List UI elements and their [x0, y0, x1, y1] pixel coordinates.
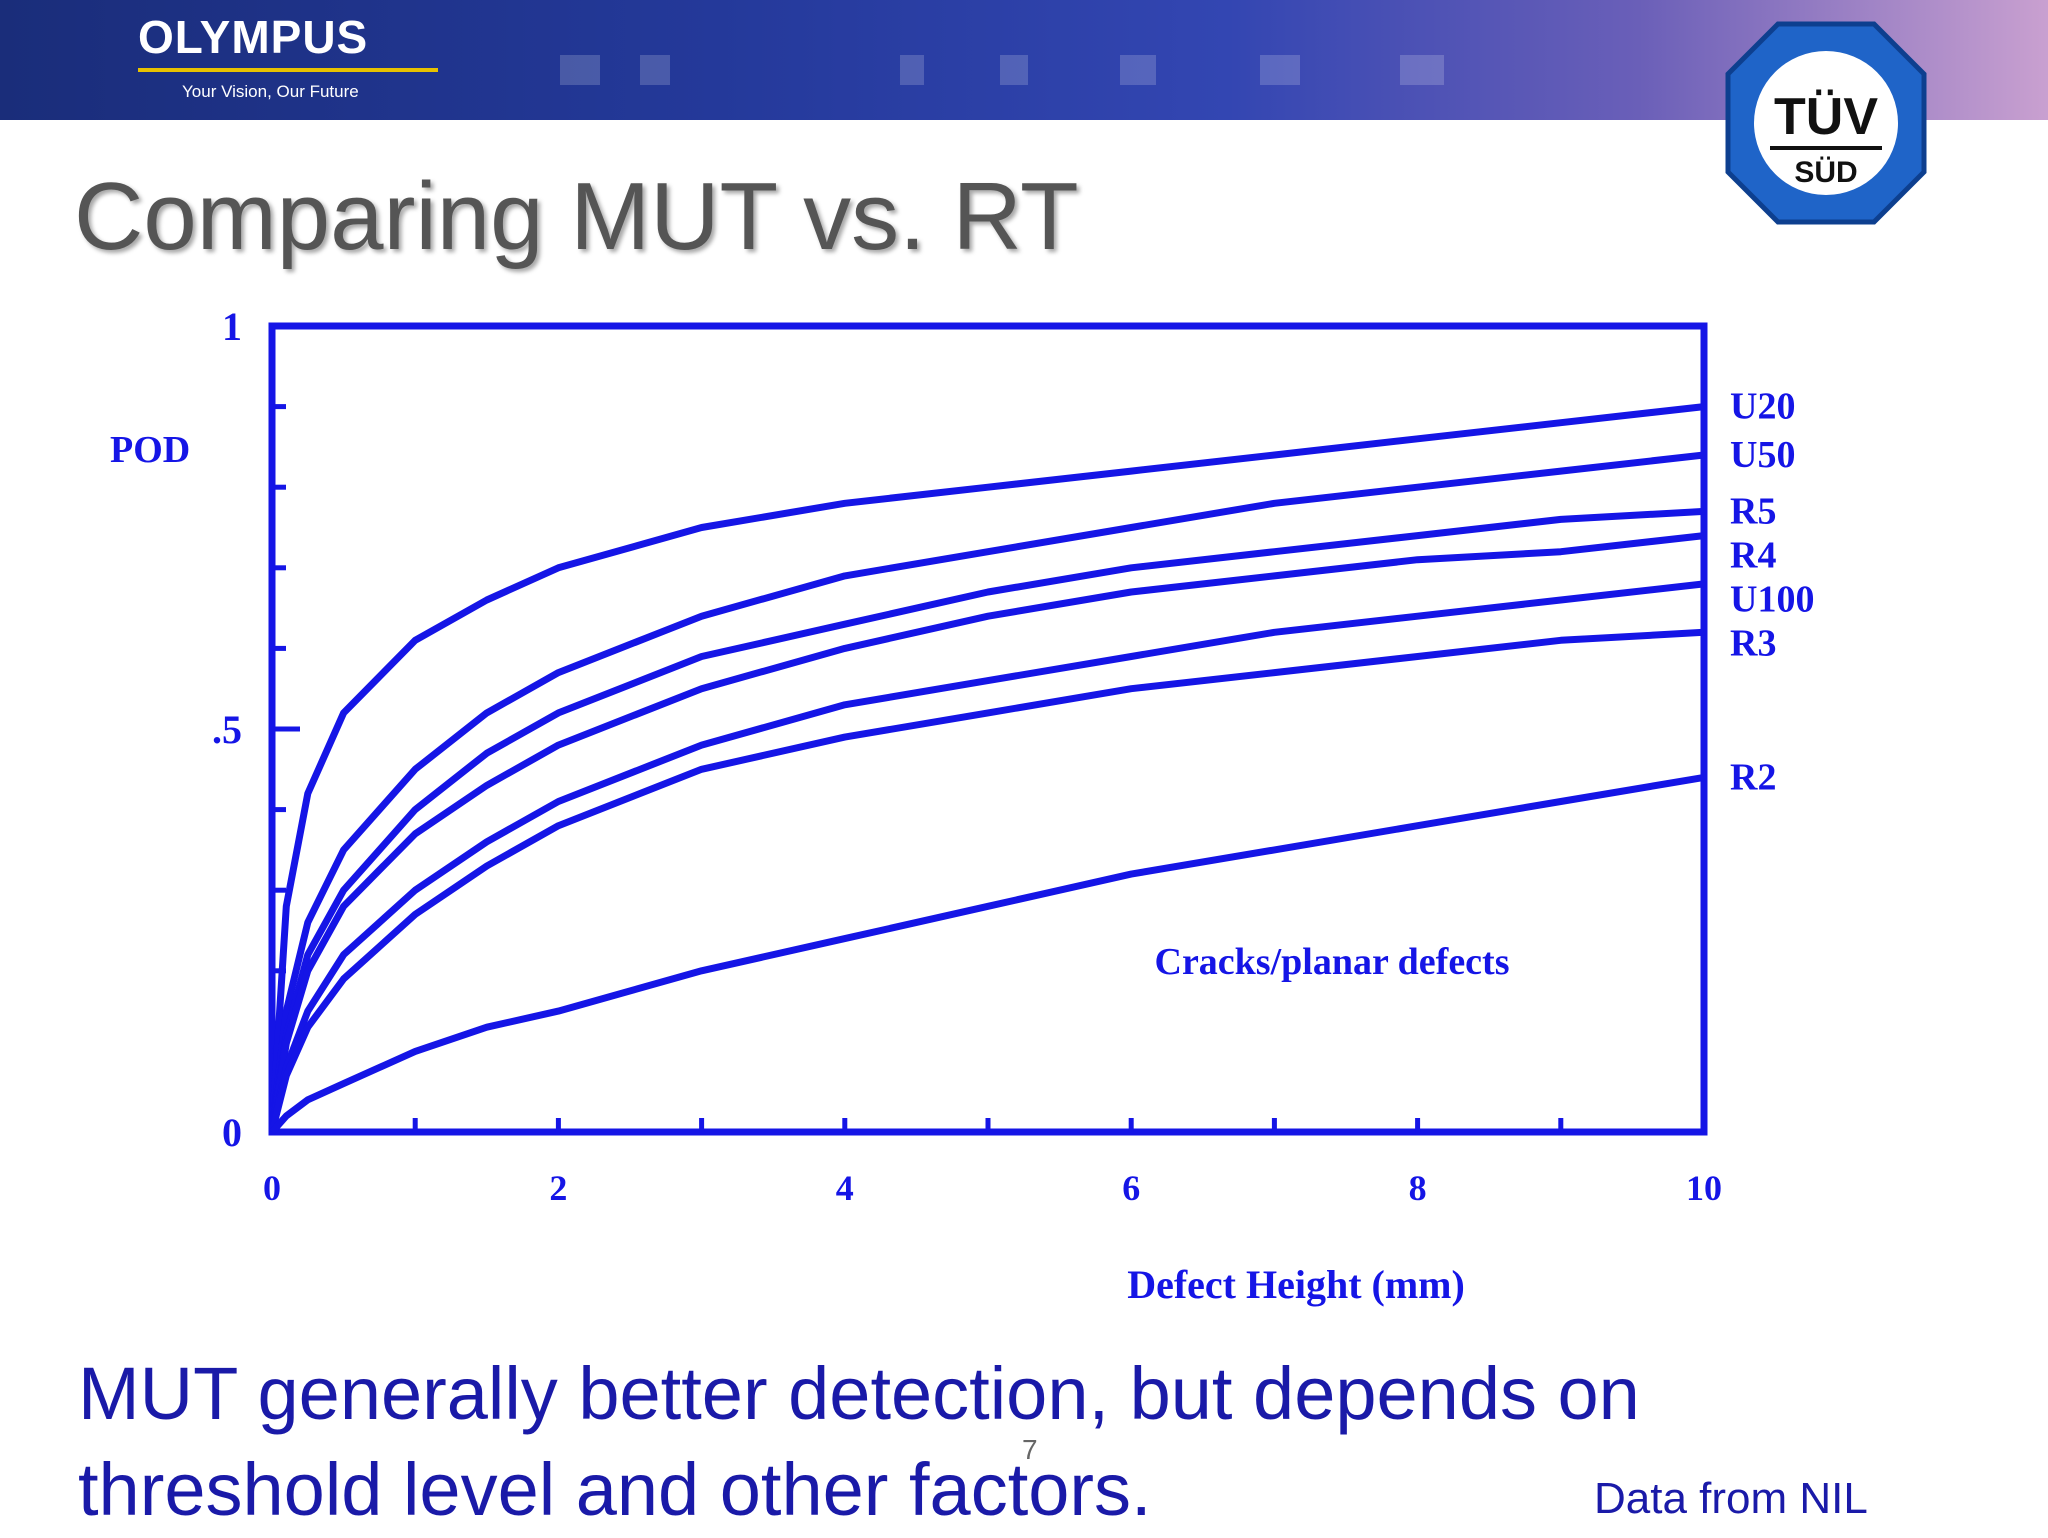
series-line-u50: [268, 451, 1705, 1133]
seal-text-bottom: SÜD: [1794, 156, 1857, 189]
seal-inner-circle: [1754, 51, 1898, 195]
y-tick-label: 1: [222, 304, 242, 349]
slide-title: Comparing MUT vs. RT: [74, 163, 1079, 270]
x-tick-label: 4: [836, 1168, 854, 1208]
x-axis-ticks: 0 2 4 6 8 10: [263, 1118, 1722, 1208]
series-label: R5: [1730, 490, 1776, 532]
x-tick-label: 6: [1122, 1168, 1140, 1208]
tuv-sud-seal: TÜV SÜD: [1725, 21, 1927, 225]
x-tick-label: 2: [549, 1168, 567, 1208]
logo-rule: [138, 68, 438, 72]
series-line-r3: [268, 628, 1705, 1133]
header-banner: OLYMPUS Your Vision, Our Future: [0, 0, 2048, 120]
series-line-r5: [268, 507, 1705, 1133]
banner-stripe: [640, 55, 670, 85]
series-line-r4: [268, 532, 1705, 1133]
seal-text-top: TÜV: [1774, 88, 1878, 146]
series-label: U20: [1730, 386, 1795, 428]
series-label: R4: [1730, 534, 1776, 576]
series-line-u20: [268, 403, 1705, 1133]
banner-stripe: [1260, 55, 1300, 85]
series-label: R2: [1730, 756, 1776, 798]
x-tick-label: 0: [263, 1168, 281, 1208]
x-tick-label: 10: [1686, 1168, 1722, 1208]
y-tick-label: 0: [222, 1110, 242, 1155]
y-tick-label: .5: [212, 707, 242, 752]
series-lines: [268, 403, 1705, 1135]
plot-frame: [268, 322, 1708, 1136]
x-axis-label: Defect Height (mm): [1127, 1262, 1465, 1307]
banner-stripe: [1400, 55, 1444, 85]
x-tick-label: 8: [1409, 1168, 1427, 1208]
chart-annotation: Cracks/planar defects: [1155, 941, 1510, 983]
series-line-u100: [268, 580, 1705, 1133]
brand-name: OLYMPUS: [138, 11, 369, 63]
seal-rule: [1770, 146, 1882, 150]
banner-stripe: [1120, 55, 1156, 85]
banner-stripe: [1000, 55, 1028, 85]
slide-caption: MUT generally better detection, but depe…: [78, 1352, 1640, 1531]
brand-tagline: Your Vision, Our Future: [182, 82, 359, 101]
series-label: U50: [1730, 434, 1795, 476]
source-note: Data from NIL: [1594, 1474, 1868, 1523]
y-axis-ticks: 0.51: [212, 304, 300, 1155]
y-axis-label: POD: [110, 429, 190, 471]
page-number: 7: [1022, 1434, 1038, 1465]
series-line-r2: [269, 773, 1705, 1135]
series-label: U100: [1730, 578, 1814, 620]
series-label: R3: [1730, 622, 1776, 664]
banner-stripe: [560, 55, 600, 85]
banner-stripe: [900, 55, 924, 85]
olympus-logo: OLYMPUS Your Vision, Our Future: [138, 14, 438, 102]
